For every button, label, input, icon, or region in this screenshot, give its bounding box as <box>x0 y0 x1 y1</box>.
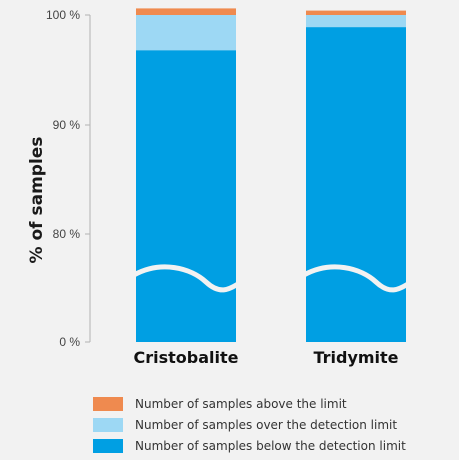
legend: Number of samples above the limit Number… <box>93 393 406 456</box>
y-tick-label: 100 % <box>46 8 80 22</box>
axis-break-mark <box>302 264 410 293</box>
legend-swatch <box>93 396 123 411</box>
y-tick-label: 80 % <box>53 227 81 241</box>
bar-segment-tridymite-2 <box>306 10 406 15</box>
legend-item-above-limit: Number of samples above the limit <box>93 393 406 414</box>
bar-segment-tridymite-0 <box>306 27 406 342</box>
y-axis-title: % of samples <box>27 137 47 264</box>
legend-item-over-detection: Number of samples over the detection lim… <box>93 414 406 435</box>
bar-segment-tridymite-1 <box>306 15 406 28</box>
bars <box>136 8 406 342</box>
category-label-cristobalite: Cristobalite <box>134 348 239 367</box>
legend-label: Number of samples over the detection lim… <box>135 417 398 432</box>
bar-segment-cristobalite-2 <box>136 8 236 15</box>
bar-segment-cristobalite-0 <box>136 50 236 342</box>
legend-label: Number of samples above the limit <box>135 396 347 411</box>
y-tick-label: 90 % <box>53 118 81 132</box>
legend-item-below-detection: Number of samples below the detection li… <box>93 435 406 456</box>
legend-label: Number of samples below the detection li… <box>135 438 406 453</box>
y-ticks: 0 % 80 % 90 % 100 % <box>46 8 90 349</box>
category-label-tridymite: Tridymite <box>313 348 398 367</box>
legend-swatch <box>93 438 123 453</box>
category-labels: Cristobalite Tridymite <box>134 348 399 367</box>
axis-break <box>132 264 410 293</box>
y-tick-label: 0 % <box>59 335 80 349</box>
legend-swatch <box>93 417 123 432</box>
bar-segment-cristobalite-1 <box>136 15 236 51</box>
axis-break-mark <box>132 264 240 293</box>
